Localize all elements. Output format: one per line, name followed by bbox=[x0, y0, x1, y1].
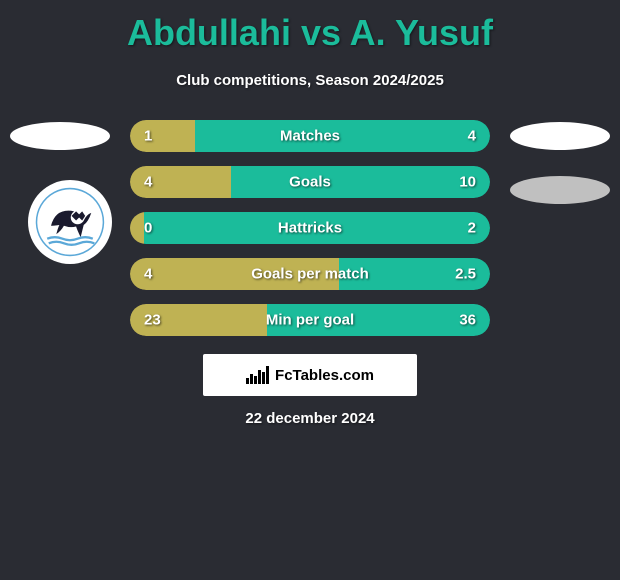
bar-value-right: 36 bbox=[459, 312, 476, 329]
bar-segment-left bbox=[130, 120, 195, 152]
bar-segment-right bbox=[231, 166, 490, 198]
comparison-title: Abdullahi vs A. Yusuf bbox=[0, 0, 620, 54]
stats-bars-container: 1 4 Matches 4 10 Goals 0 2 Hattricks 4 2.5 Goals pe… bbox=[130, 120, 490, 350]
bar-value-left: 23 bbox=[144, 312, 161, 329]
bar-value-right: 2.5 bbox=[455, 266, 476, 283]
dolphin-icon bbox=[32, 184, 108, 260]
stat-bar: 23 36 Min per goal bbox=[130, 304, 490, 336]
bar-label: Matches bbox=[280, 128, 340, 145]
player2-club-placeholder bbox=[510, 176, 610, 204]
bar-value-left: 4 bbox=[144, 174, 152, 191]
bar-value-left: 1 bbox=[144, 128, 152, 145]
bar-segment-right bbox=[195, 120, 490, 152]
bar-label: Hattricks bbox=[278, 220, 342, 237]
chart-icon bbox=[246, 366, 269, 384]
bar-label: Goals bbox=[289, 174, 331, 191]
player1-badge-placeholder bbox=[10, 122, 110, 150]
bar-value-right: 10 bbox=[459, 174, 476, 191]
bar-segment-left bbox=[130, 212, 144, 244]
player1-club-logo bbox=[28, 180, 112, 264]
brand-badge: FcTables.com bbox=[203, 354, 417, 396]
player2-badge-placeholder bbox=[510, 122, 610, 150]
comparison-subtitle: Club competitions, Season 2024/2025 bbox=[0, 72, 620, 89]
footer-date: 22 december 2024 bbox=[245, 410, 374, 427]
stat-bar: 4 2.5 Goals per match bbox=[130, 258, 490, 290]
bar-label: Goals per match bbox=[251, 266, 369, 283]
bar-label: Min per goal bbox=[266, 312, 354, 329]
stat-bar: 1 4 Matches bbox=[130, 120, 490, 152]
bar-value-left: 4 bbox=[144, 266, 152, 283]
stat-bar: 4 10 Goals bbox=[130, 166, 490, 198]
bar-value-right: 4 bbox=[468, 128, 476, 145]
stat-bar: 0 2 Hattricks bbox=[130, 212, 490, 244]
bar-value-left: 0 bbox=[144, 220, 152, 237]
bar-value-right: 2 bbox=[468, 220, 476, 237]
brand-text: FcTables.com bbox=[275, 367, 374, 384]
